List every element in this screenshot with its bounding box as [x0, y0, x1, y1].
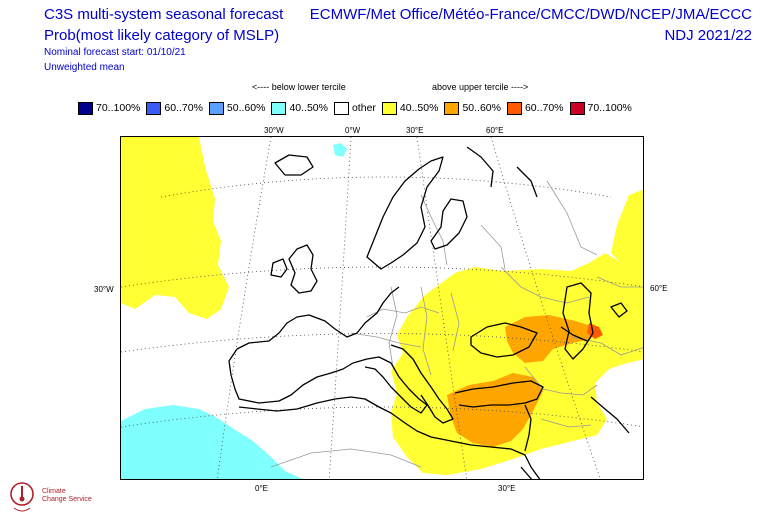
above-tercile-region-northeast: [611, 189, 643, 275]
legend-item: 60..70%: [146, 100, 203, 116]
thermometer-logo-icon: [10, 482, 34, 512]
lon-tick-bottom-30e: 30°E: [498, 484, 516, 493]
forecast-start-label: Nominal forecast start: 01/10/21: [44, 47, 186, 58]
legend-swatch: [271, 101, 287, 115]
legend-swatch: [506, 101, 522, 115]
coastlines: [228, 146, 630, 479]
above-tercile-region-mediterranean: [391, 253, 643, 475]
legend-swatch: [78, 101, 93, 115]
legend-label: other: [351, 102, 376, 114]
lon-tick-top-30w: 30°W: [264, 126, 284, 135]
legend-item: 70..100%: [569, 100, 632, 116]
graticule: [121, 137, 643, 479]
below-tercile-40-50-greenland: [333, 143, 347, 157]
map-subtitle: Prob(most likely category of MSLP): [44, 27, 280, 44]
map-svg: [121, 137, 643, 479]
legend-swatch: [381, 101, 397, 115]
legend-item: 40..50%: [381, 100, 439, 116]
legend-label: 40..50%: [399, 102, 439, 114]
legend-below-note: <---- below lower tercile: [252, 82, 346, 92]
legend-item: 50..60%: [208, 100, 266, 116]
legend-item: 60..70%: [506, 100, 564, 116]
legend-label: 60..70%: [524, 102, 564, 114]
legend-item: 50..60%: [444, 100, 501, 116]
copernicus-logo: Climate Change Service: [6, 478, 116, 518]
legend-item: other: [333, 100, 376, 116]
lon-tick-bottom-0e: 0°E: [255, 484, 268, 493]
legend-label: 60..70%: [164, 102, 203, 114]
map-title: C3S multi-system seasonal forecast: [44, 6, 284, 23]
legend: 70..100% 60..70% 50..60% 40..50% other 40..50…: [78, 100, 638, 116]
legend-label: 70..100%: [96, 102, 141, 114]
legend-label: 40..50%: [289, 102, 328, 114]
legend-swatch: [208, 101, 224, 115]
above-tercile-50-60-black-sea: [505, 315, 595, 363]
period-label: NDJ 2021/22: [664, 27, 752, 44]
legend-item: 70..100%: [78, 100, 140, 116]
legend-swatch: [569, 101, 585, 115]
legend-above-note: above upper tercile ---->: [432, 82, 529, 92]
above-tercile-region-atlantic: [121, 137, 229, 319]
above-tercile-50-60-levant: [447, 373, 543, 447]
logo-line2: Change Service: [42, 496, 92, 503]
mean-type-label: Unweighted mean: [44, 62, 125, 73]
legend-swatch: [444, 101, 460, 115]
logo-line1: Climate: [42, 488, 66, 495]
legend-swatch: [146, 101, 162, 115]
lon-tick-top-60e: 60°E: [486, 126, 504, 135]
legend-label: 70..100%: [587, 102, 632, 114]
lon-tick-top-0w: 0°W: [345, 126, 361, 135]
lon-tick-top-30e: 30°E: [406, 126, 424, 135]
map-panel: [120, 136, 644, 480]
legend-label: 50..60%: [462, 102, 501, 114]
below-tercile-40-50-southwest: [121, 405, 303, 479]
country-borders: [270, 180, 643, 468]
lat-tick-right: 60°E: [650, 284, 668, 293]
lat-tick-left: 30°W: [94, 285, 114, 294]
centres-label: ECMWF/Met Office/Météo-France/CMCC/DWD/N…: [309, 6, 752, 23]
legend-swatch: [333, 101, 349, 115]
legend-item: 40..50%: [271, 100, 328, 116]
legend-label: 50..60%: [226, 102, 266, 114]
